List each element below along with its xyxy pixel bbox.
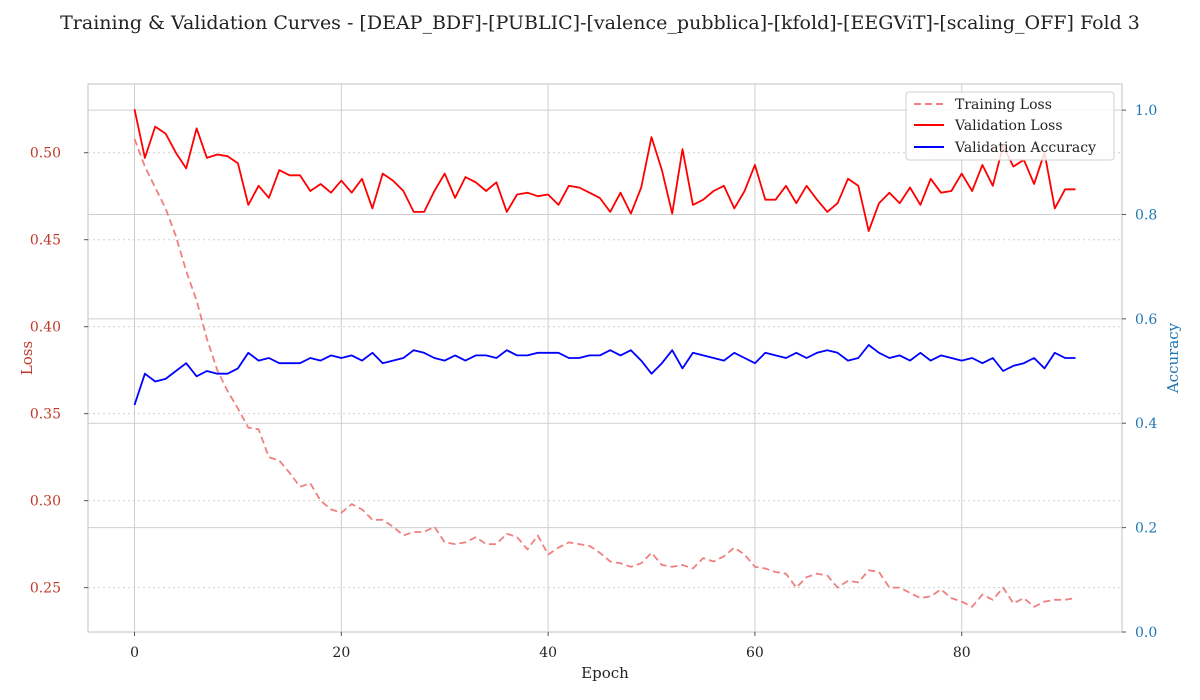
validation-loss-line [133, 109, 1076, 232]
right-y-tick-label: 0.0 [1135, 625, 1157, 641]
left-y-ticks: 0.25 0.30 0.35 0.40 0.45 0.50 [30, 146, 88, 597]
legend: Training Loss Validation Loss Validation… [905, 91, 1115, 161]
right-y-ticks: 0.0 0.2 0.4 0.6 0.8 1.0 [1122, 103, 1157, 641]
left-y-tick-label: 0.45 [30, 233, 61, 249]
left-y-tick-label: 0.30 [30, 494, 61, 510]
left-y-tick-label: 0.35 [30, 407, 61, 423]
right-y-tick-label: 0.8 [1135, 207, 1157, 223]
legend-label-training-loss: Training Loss [955, 97, 1052, 113]
x-axis-label: Epoch [581, 664, 629, 682]
legend-label-validation-loss: Validation Loss [954, 118, 1063, 134]
validation-accuracy-line [133, 344, 1076, 406]
x-tick-label: 40 [539, 645, 557, 661]
right-y-tick-label: 1.0 [1135, 103, 1157, 119]
left-y-tick-label: 0.40 [30, 320, 61, 336]
legend-label-validation-accuracy: Validation Accuracy [954, 140, 1096, 156]
chart-title: Training & Validation Curves - [DEAP_BDF… [60, 12, 1140, 34]
x-ticks: 0 20 40 60 80 [130, 632, 971, 661]
x-tick-label: 60 [746, 645, 764, 661]
series-layer [133, 109, 1076, 608]
left-y-axis-label: Loss [18, 341, 36, 375]
legend-box [905, 91, 1115, 161]
training-loss-line [133, 138, 1076, 608]
right-y-tick-label: 0.4 [1135, 416, 1157, 432]
x-grid [134, 84, 963, 632]
right-y-axis-label: Accuracy [1164, 322, 1182, 394]
right-y-tick-label: 0.2 [1135, 521, 1157, 537]
right-y-tick-label: 0.6 [1135, 312, 1157, 328]
x-tick-label: 20 [332, 645, 350, 661]
right-y-grid [88, 109, 1122, 633]
x-tick-label: 80 [953, 645, 971, 661]
x-tick-label: 0 [130, 645, 139, 661]
left-y-tick-label: 0.50 [30, 146, 61, 162]
left-y-grid [88, 152, 1122, 589]
left-y-tick-label: 0.25 [30, 581, 61, 597]
plot-frame [87, 83, 1123, 633]
